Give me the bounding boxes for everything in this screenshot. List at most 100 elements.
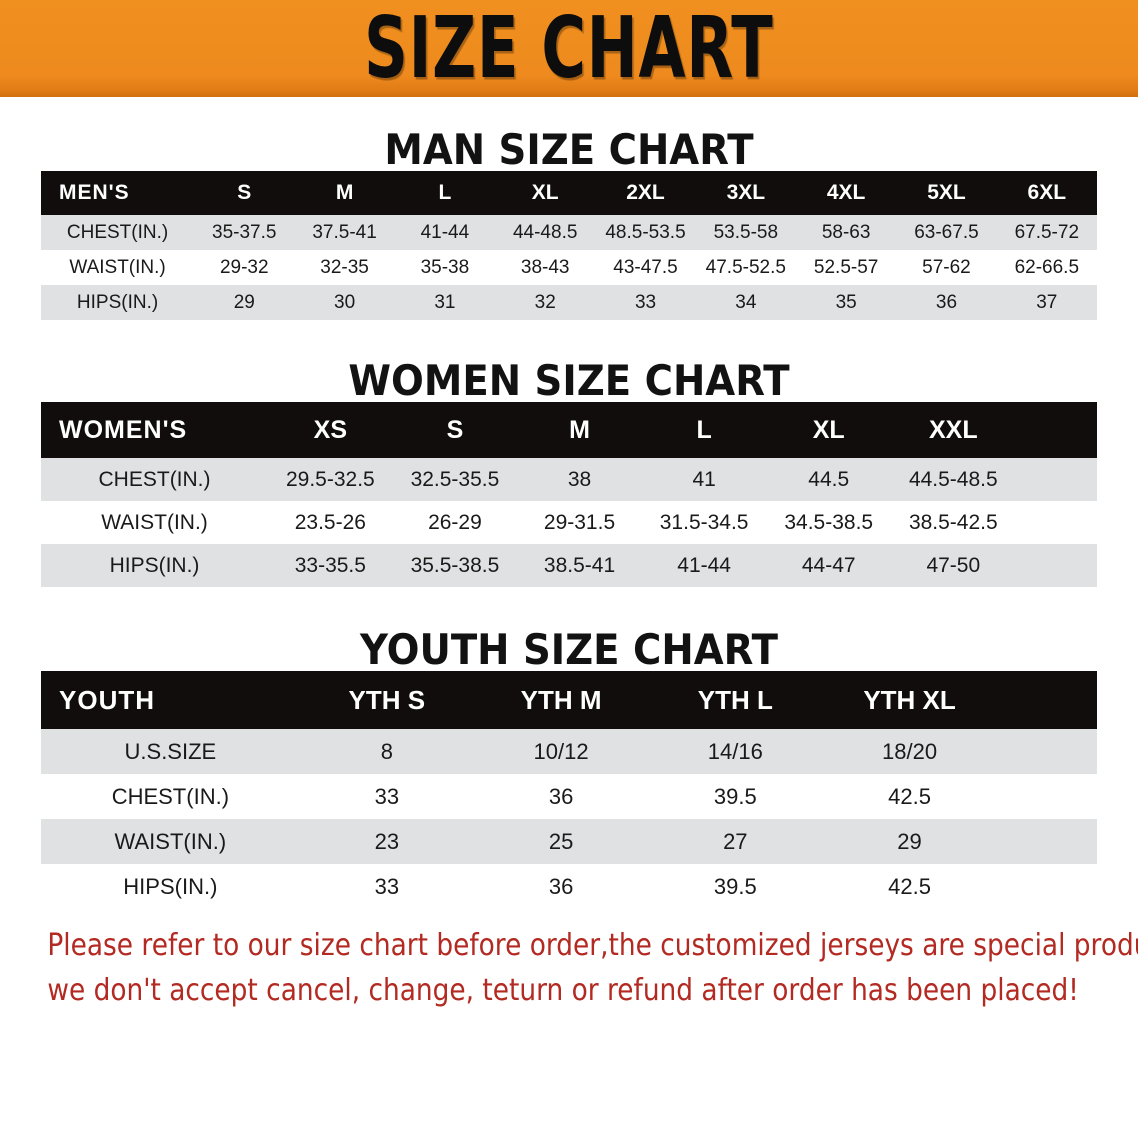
youth-section-title: YOUTH SIZE CHART xyxy=(359,625,779,674)
women-cell-2-0: 33-35.5 xyxy=(294,553,366,577)
youth-cell-2-3: 29 xyxy=(897,828,922,854)
women-table-body: CHEST(IN.) 29.5-32.5 32.5-35.5 38 41 44.5 44.5… xyxy=(41,458,1097,587)
page-banner: SIZE CHART xyxy=(0,0,1138,97)
youth-row-label-2: WAIST(IN.) xyxy=(114,828,227,854)
men-size-header-8: 6XL xyxy=(1027,181,1067,204)
youth-cell-1-0: 33 xyxy=(374,783,400,809)
women-cell-1-0: 23.5-26 xyxy=(294,510,366,534)
men-cell-1-6: 52.5-57 xyxy=(813,256,879,278)
youth-cell-0-1: 10/12 xyxy=(533,738,589,764)
men-cell-0-8: 67.5-72 xyxy=(1014,221,1080,243)
men-cell-1-1: 32-35 xyxy=(320,256,369,278)
men-size-header-5: 3XL xyxy=(726,181,766,204)
women-cell-2-1: 35.5-38.5 xyxy=(410,553,500,577)
youth-cell-3-3: 42.5 xyxy=(888,873,931,899)
women-row-label-1: WAIST(IN.) xyxy=(101,510,208,534)
men-size-header-4: 2XL xyxy=(626,181,665,204)
youth-cell-3-1: 36 xyxy=(548,873,574,899)
women-label-header: WOMEN'S xyxy=(59,415,188,444)
youth-size-header-0: YTH S xyxy=(348,684,426,715)
women-row-label-2: HIPS(IN.) xyxy=(109,553,200,577)
table-row: HIPS(IN.) 29 30 31 32 33 34 35 36 37 xyxy=(41,285,1097,320)
men-cell-0-7: 63-67.5 xyxy=(914,221,979,243)
men-row-label-1: WAIST(IN.) xyxy=(69,256,166,278)
men-cell-0-3: 44-48.5 xyxy=(512,221,578,243)
men-cell-1-8: 62-66.5 xyxy=(1014,256,1080,278)
youth-row-label-0: U.S.SIZE xyxy=(124,738,217,764)
men-label-header: MEN'S xyxy=(59,181,130,204)
men-cell-2-2: 31 xyxy=(434,291,456,313)
men-cell-2-4: 33 xyxy=(634,291,657,313)
women-cell-1-4: 34.5-38.5 xyxy=(784,510,874,534)
women-size-header-0: XS xyxy=(313,415,348,444)
youth-table-header-row: YOUTH YTH S YTH M YTH L YTH XL xyxy=(41,671,1097,729)
youth-cell-1-1: 36 xyxy=(548,783,574,809)
youth-size-header-3: YTH XL xyxy=(863,684,956,715)
men-size-header-2: L xyxy=(438,181,452,204)
women-row-label-0: CHEST(IN.) xyxy=(98,467,211,491)
men-table-wrap: MEN'S S M L XL 2XL 3XL 4XL 5XL 6XL CHEST(IN.) 35-… xyxy=(41,171,1097,320)
women-size-header-5: XXL xyxy=(929,415,978,444)
youth-row-label-1: CHEST(IN.) xyxy=(111,783,230,809)
men-size-header-6: 4XL xyxy=(826,181,866,204)
women-table-header-row: WOMEN'S XS S M L XL XXL xyxy=(41,402,1097,458)
youth-row-label-3: HIPS(IN.) xyxy=(123,873,218,899)
men-cell-1-7: 57-62 xyxy=(922,256,971,278)
women-cell-0-2: 38 xyxy=(567,467,592,491)
table-row: U.S.SIZE 8 10/12 14/16 18/20 xyxy=(41,729,1097,774)
youth-cell-2-0: 23 xyxy=(374,828,400,854)
men-size-table: MEN'S S M L XL 2XL 3XL 4XL 5XL 6XL CHEST(IN.) 35-… xyxy=(41,171,1097,320)
women-cell-0-0: 29.5-32.5 xyxy=(285,467,375,491)
men-size-header-7: 5XL xyxy=(927,181,966,204)
women-cell-2-2: 38.5-41 xyxy=(543,553,616,577)
women-section-title: WOMEN SIZE CHART xyxy=(348,356,790,405)
men-cell-2-3: 32 xyxy=(534,291,556,313)
men-row-label-2: HIPS(IN.) xyxy=(76,291,159,313)
women-cell-0-1: 32.5-35.5 xyxy=(410,467,500,491)
youth-cell-1-2: 39.5 xyxy=(713,783,757,809)
men-cell-0-2: 41-44 xyxy=(420,221,470,243)
table-row: CHEST(IN.) 35-37.5 37.5-41 41-44 44-48.5 48.5… xyxy=(41,215,1097,250)
men-cell-2-7: 36 xyxy=(935,291,958,313)
men-table-body: CHEST(IN.) 35-37.5 37.5-41 41-44 44-48.5 48.5… xyxy=(41,215,1097,320)
women-cell-filler-0 xyxy=(1016,458,1097,501)
men-size-header-3: XL xyxy=(531,181,559,204)
men-cell-0-0: 35-37.5 xyxy=(212,221,277,243)
table-row: WAIST(IN.) 29-32 32-35 35-38 38-43 43-47.5 47.… xyxy=(41,250,1097,285)
women-cell-1-2: 29-31.5 xyxy=(543,510,616,534)
youth-table-body: U.S.SIZE 8 10/12 14/16 18/20 CHEST(IN.) 33 36 39… xyxy=(41,729,1097,909)
youth-cell-filler-2 xyxy=(997,819,1097,864)
women-cell-2-3: 41-44 xyxy=(677,553,731,577)
youth-cell-1-3: 42.5 xyxy=(888,783,931,809)
women-cell-0-4: 44.5 xyxy=(808,467,850,491)
table-row: WAIST(IN.) 23.5-26 26-29 29-31.5 31.5-34.5 34… xyxy=(41,501,1097,544)
women-size-header-4: XL xyxy=(812,415,845,444)
men-cell-1-5: 47.5-52.5 xyxy=(705,256,786,278)
youth-table-wrap: YOUTH YTH S YTH M YTH L YTH XL U.S.SIZE 8 10/… xyxy=(41,671,1097,909)
men-cell-0-1: 37.5-41 xyxy=(312,221,377,243)
men-row-label-0: CHEST(IN.) xyxy=(66,221,169,243)
men-cell-1-0: 29-32 xyxy=(219,256,269,278)
women-size-header-1: S xyxy=(446,415,464,444)
women-cell-0-3: 41 xyxy=(692,467,716,491)
men-section-title: MAN SIZE CHART xyxy=(384,125,754,174)
youth-label-header: YOUTH xyxy=(59,684,155,715)
youth-cell-0-0: 8 xyxy=(380,738,393,764)
women-size-table: WOMEN'S XS S M L XL XXL CHEST(IN.) 29.5-32.5 32… xyxy=(41,402,1097,587)
men-cell-1-3: 38-43 xyxy=(520,256,570,278)
men-table-header-row: MEN'S S M L XL 2XL 3XL 4XL 5XL 6XL xyxy=(41,171,1097,215)
table-row: CHEST(IN.) 33 36 39.5 42.5 xyxy=(41,774,1097,819)
men-cell-2-6: 35 xyxy=(835,291,857,313)
women-cell-filler-1 xyxy=(1016,501,1097,544)
men-size-header-0: S xyxy=(237,181,252,204)
table-row: WAIST(IN.) 23 25 27 29 xyxy=(41,819,1097,864)
youth-size-table: YOUTH YTH S YTH M YTH L YTH XL U.S.SIZE 8 10/… xyxy=(41,671,1097,909)
men-cell-0-4: 48.5-53.5 xyxy=(605,221,686,243)
youth-cell-3-0: 33 xyxy=(374,873,400,899)
disclaimer-line-1: Please refer to our size chart before or… xyxy=(47,928,1138,963)
women-table-wrap: WOMEN'S XS S M L XL XXL CHEST(IN.) 29.5-32.5 32… xyxy=(41,402,1097,587)
women-cell-1-3: 31.5-34.5 xyxy=(659,510,749,534)
youth-cell-filler-0 xyxy=(997,729,1097,774)
women-cell-1-1: 26-29 xyxy=(428,510,482,534)
youth-cell-0-2: 14/16 xyxy=(707,738,763,764)
